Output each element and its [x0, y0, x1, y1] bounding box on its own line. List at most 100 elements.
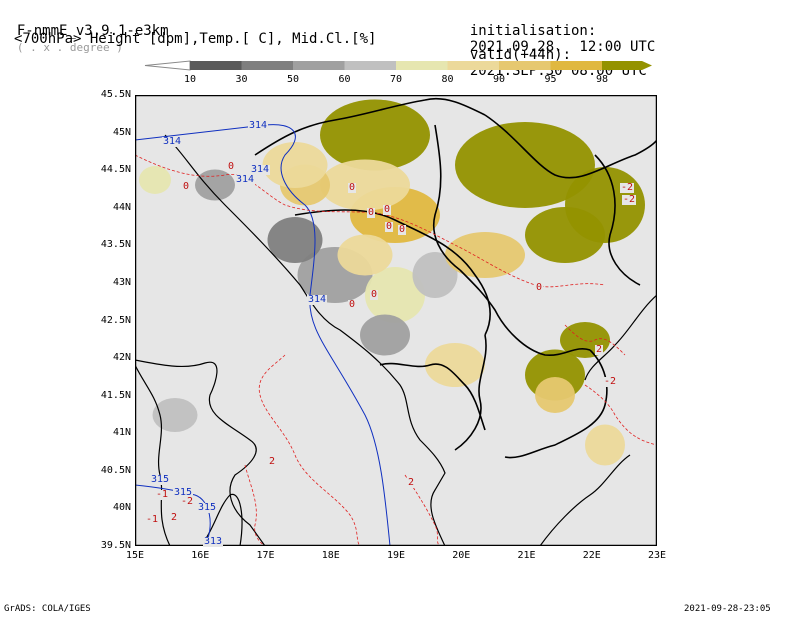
- temp-label: 0: [182, 181, 191, 192]
- height-label: 314: [162, 136, 183, 147]
- temp-label: 2: [595, 344, 604, 355]
- projection-label: ( . x . degree ): [16, 41, 123, 54]
- longitude-tick-label: 17E: [256, 550, 275, 561]
- latitude-tick-label: 40N: [112, 502, 131, 514]
- cloud-area: [195, 169, 235, 201]
- cloud-area: [267, 217, 323, 263]
- latitude-tick-label: 45.5N: [100, 89, 131, 100]
- longitude-tick-label: 16E: [191, 550, 210, 561]
- latitude-tick-label: 43.5N: [100, 239, 131, 251]
- temp-label: -2: [180, 496, 195, 507]
- fields-title: <700hPa> Height [dpm],Temp.[ C], Mid.Cl.…: [14, 31, 377, 47]
- longitude-tick-label: 15E: [125, 550, 145, 561]
- latitude-tick-label: 40.5N: [100, 464, 131, 476]
- colorbar-swatch: [602, 61, 652, 70]
- colorbar-label: 10: [183, 74, 197, 85]
- temp-label: 0: [227, 161, 236, 172]
- temp-label: 0: [398, 224, 407, 235]
- colorbar-label: 50: [286, 74, 300, 85]
- latitude-tick-label: 42N: [112, 352, 131, 364]
- colorbar-swatch: [293, 61, 345, 70]
- temp-label: 0: [535, 282, 544, 293]
- latitude-tick-label: 39.5N: [100, 540, 131, 551]
- temp-label: -1: [145, 514, 160, 525]
- colorbar-swatch: [447, 61, 499, 70]
- longitude-tick-label: 21E: [517, 550, 536, 561]
- colorbar-low-end: [144, 60, 191, 71]
- cloud-area: [262, 142, 328, 188]
- temp-label: -2: [603, 376, 618, 387]
- colorbar: [144, 60, 652, 71]
- longitude-tick-label: 20E: [452, 550, 471, 561]
- cloud-area: [360, 314, 410, 356]
- height-label: 314: [248, 120, 269, 131]
- colorbar-swatch: [499, 61, 551, 70]
- colorbar-label: 60: [338, 74, 351, 85]
- temp-label: 2: [170, 512, 179, 523]
- cloud-area: [320, 159, 410, 211]
- longitude-tick-label: 19E: [386, 550, 406, 561]
- temp-label: -1: [155, 489, 170, 500]
- latitude-tick-label: 45N: [112, 126, 131, 138]
- height-label: 313: [203, 536, 224, 547]
- colorbar-label: 90: [492, 74, 506, 85]
- colorbar-swatch: [241, 61, 293, 70]
- colorbar-swatch: [190, 61, 242, 70]
- cloud-area: [535, 377, 575, 413]
- colorbar-label: 70: [389, 74, 403, 85]
- init-label: initialisation:: [469, 23, 597, 39]
- model-title: F-nmmE_v3.9.1-e3km: [16, 23, 169, 39]
- colorbar-label: 98: [595, 74, 609, 85]
- cloud-area: [585, 424, 625, 466]
- footer-credit: GrADS: COLA/IGES: [4, 604, 91, 614]
- height-label: 315: [173, 487, 194, 498]
- temp-label: 0: [348, 299, 357, 310]
- cloud-area: [152, 398, 198, 432]
- cloud-area: [337, 234, 393, 276]
- latitude-tick-label: 43N: [112, 276, 131, 288]
- cloud-area: [412, 252, 458, 298]
- longitude-tick-label: 18E: [321, 550, 340, 561]
- colorbar-swatch: [550, 61, 602, 70]
- temp-label: 0: [370, 289, 379, 300]
- temp-label: -2: [622, 194, 637, 205]
- colorbar-label: 80: [441, 74, 454, 85]
- cloud-area: [445, 232, 525, 278]
- temp-label: 0: [348, 182, 357, 193]
- cloud-area: [455, 122, 595, 208]
- latitude-tick-label: 42.5N: [100, 314, 131, 326]
- latitude-tick-label: 41.5N: [100, 389, 131, 401]
- temp-label: 2: [268, 456, 277, 467]
- latitude-tick-label: 44.5N: [100, 164, 131, 176]
- cloud-area: [525, 207, 605, 263]
- temp-label: 2: [407, 477, 416, 488]
- height-label: 315: [150, 474, 171, 485]
- cloud-area: [425, 343, 485, 387]
- valid-label: valid(+44h):: [469, 47, 572, 63]
- colorbar-label: 30: [235, 74, 248, 85]
- height-label: 314: [307, 294, 328, 305]
- cloud-area: [139, 166, 171, 194]
- temperature-contours: [135, 154, 657, 546]
- height-label: 314: [235, 174, 256, 185]
- colorbar-label: 95: [544, 74, 557, 85]
- temp-label: 0: [385, 221, 394, 232]
- init-time: 2021.09.28. 12:00 UTC: [469, 39, 656, 55]
- cloud-area: [365, 267, 425, 323]
- latitude-tick-label: 41N: [112, 427, 131, 439]
- longitude-tick-label: 23E: [647, 550, 667, 561]
- cloud-field: [139, 99, 645, 466]
- temp-label: 0: [367, 207, 376, 218]
- temp-label: -2: [620, 182, 635, 193]
- height-label: 314: [250, 164, 271, 175]
- map-panel: [135, 95, 657, 546]
- latitude-tick-label: 44N: [112, 201, 131, 213]
- colorbar-swatch: [396, 61, 448, 70]
- borders: [254, 97, 657, 459]
- coastlines: [135, 134, 657, 546]
- height-label: 315: [197, 502, 218, 513]
- longitude-tick-label: 22E: [582, 550, 601, 561]
- colorbar-swatch: [344, 61, 396, 70]
- contour-labels: 314 314 314 314 314 315 315 315 313 0 0 …: [135, 95, 657, 547]
- temp-label: 0: [383, 204, 392, 215]
